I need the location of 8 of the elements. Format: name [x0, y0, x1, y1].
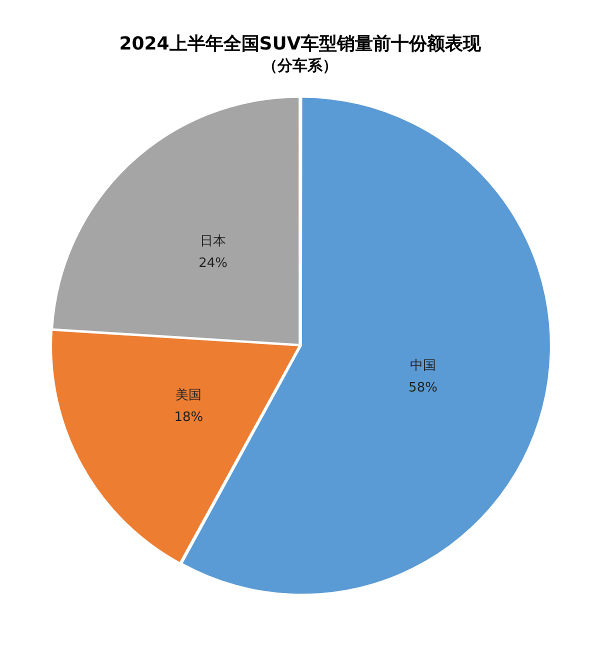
- data-label: 24%: [198, 256, 228, 272]
- data-label: 58%: [408, 380, 438, 396]
- chart-subtitle: （分车系）: [262, 56, 338, 74]
- slice-label: 美国: [176, 386, 202, 403]
- data-label: 18%: [174, 410, 204, 425]
- chart-title: 2024上半年全国SUV车型销量前十份额表现: [119, 33, 482, 54]
- slice-label: 日本: [200, 234, 226, 250]
- slice-label: 中国: [410, 358, 436, 374]
